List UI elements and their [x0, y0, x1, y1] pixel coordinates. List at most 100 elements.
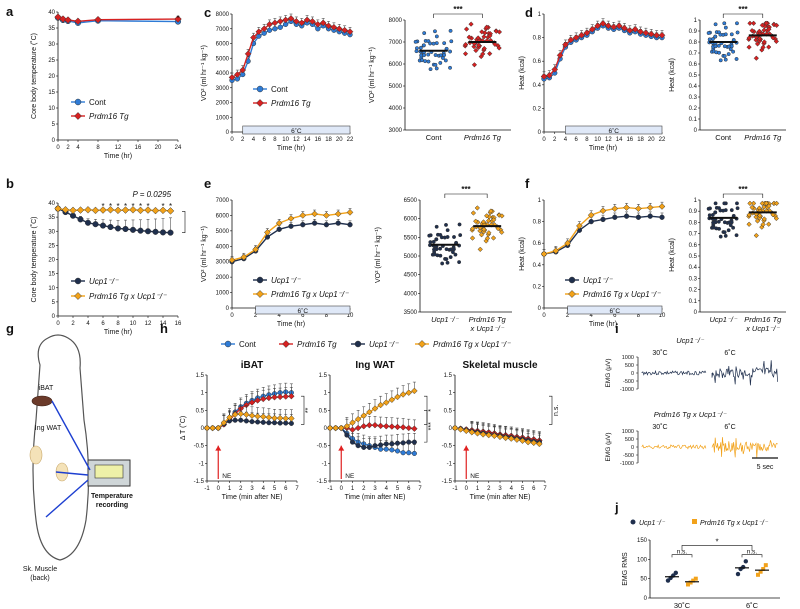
y-tick-label: -1	[199, 461, 205, 467]
significance-ns: n.s.	[677, 549, 688, 556]
x-tick-label: 24	[175, 145, 182, 151]
scatter-point	[713, 201, 718, 206]
data-point	[99, 206, 107, 214]
data-point	[496, 433, 504, 441]
scatter-point	[717, 50, 722, 55]
scatter-point	[761, 39, 767, 45]
emg-y-tick-label: -500	[623, 453, 634, 459]
data-point	[610, 23, 618, 31]
scatter-point	[754, 218, 761, 224]
scatter-point	[427, 233, 432, 238]
legend-marker	[224, 340, 232, 348]
data-point	[583, 29, 591, 37]
emg-cond-30: 30˚C	[652, 349, 667, 357]
data-point	[600, 216, 606, 223]
y-axis-label: Δ T (˚C)	[179, 416, 187, 440]
significance-mark: *	[101, 202, 104, 211]
scatter-point	[761, 567, 766, 571]
data-point	[405, 389, 413, 396]
legend-marker	[256, 290, 264, 298]
scatter-point	[773, 22, 780, 29]
scatter-point	[463, 26, 470, 32]
y-tick-label: 0.9	[689, 209, 698, 215]
scatter-point	[773, 215, 780, 222]
y-tick-label: 4000	[216, 244, 230, 250]
data-point	[394, 393, 401, 401]
data-point	[99, 222, 107, 229]
scatter-point	[722, 21, 727, 26]
scatter-point	[718, 234, 723, 239]
data-point	[556, 51, 564, 59]
x-tick-label: 16	[626, 137, 633, 143]
data-point	[341, 26, 348, 34]
significance-bracket	[722, 193, 764, 198]
legend-marker	[256, 99, 264, 107]
data-point	[642, 29, 650, 37]
scatter-point	[735, 30, 740, 35]
mouse-body	[32, 334, 90, 561]
scatter-point	[413, 39, 418, 44]
data-point	[275, 219, 283, 227]
scatter-point	[735, 21, 739, 26]
scatter-point	[729, 44, 734, 49]
scatter-point	[756, 572, 760, 577]
data-point	[129, 206, 137, 214]
data-point	[411, 387, 418, 395]
y-tick-label: 3000	[216, 260, 230, 266]
panel-h-title: Ing WAT	[355, 360, 394, 371]
x-tick-label: 2	[241, 137, 245, 143]
panel-label-g: g	[6, 321, 14, 336]
data-point	[271, 19, 279, 27]
x-category-label: Prdm16 Tg	[464, 133, 502, 142]
data-point	[314, 20, 322, 28]
ingwat-depot-left	[29, 445, 43, 465]
data-point	[647, 213, 653, 219]
ne-label: NE	[222, 473, 232, 480]
scatter-point	[746, 221, 752, 227]
ne-label: NE	[470, 473, 480, 480]
data-point	[567, 36, 575, 44]
data-point	[106, 206, 115, 214]
y-tick-label: 0	[538, 306, 542, 312]
scatter-point	[448, 65, 452, 70]
y-tick-label: 0.8	[689, 40, 698, 46]
x-tick-label: 2	[553, 137, 557, 143]
x-tick-label: 4	[252, 137, 256, 143]
data-point	[107, 223, 114, 231]
data-point	[299, 212, 307, 219]
scatter-point	[471, 62, 478, 68]
data-point	[264, 229, 271, 236]
panel-label-j: j	[614, 500, 619, 515]
emg-cond-30: 30˚C	[652, 423, 667, 431]
data-point	[383, 446, 389, 452]
data-point	[551, 66, 559, 73]
data-point	[254, 413, 261, 420]
data-point	[232, 417, 238, 423]
scatter-point	[445, 228, 450, 233]
data-point	[214, 424, 222, 432]
scatter-point	[770, 35, 776, 41]
data-point	[519, 437, 526, 444]
x-tick-label: 4	[278, 313, 282, 319]
scatter-point	[749, 27, 755, 34]
legend-cont: Cont	[271, 85, 289, 94]
data-point	[587, 211, 595, 219]
p-value: P = 0.0295	[132, 190, 171, 199]
scatter-point	[706, 31, 711, 35]
x-tick-label: 10	[594, 137, 601, 143]
scatter-point	[481, 45, 487, 52]
legend-marker	[74, 98, 82, 106]
x-tick-label: 6	[532, 486, 536, 492]
emg-trace-6	[711, 360, 778, 386]
y-tick-label: -0.5	[317, 444, 328, 450]
y-tick-label: 1.5	[319, 373, 328, 379]
x-tick-label: 0	[56, 145, 60, 151]
data-point	[576, 222, 583, 230]
y-tick-label: 0.1	[689, 299, 698, 305]
y-tick-label: 0.5	[689, 254, 698, 260]
x-tick-label: 3	[498, 486, 502, 492]
scatter-point	[713, 22, 718, 27]
scatter-point	[760, 221, 766, 228]
x-tick-label: 1	[351, 486, 355, 492]
data-point	[462, 427, 470, 435]
